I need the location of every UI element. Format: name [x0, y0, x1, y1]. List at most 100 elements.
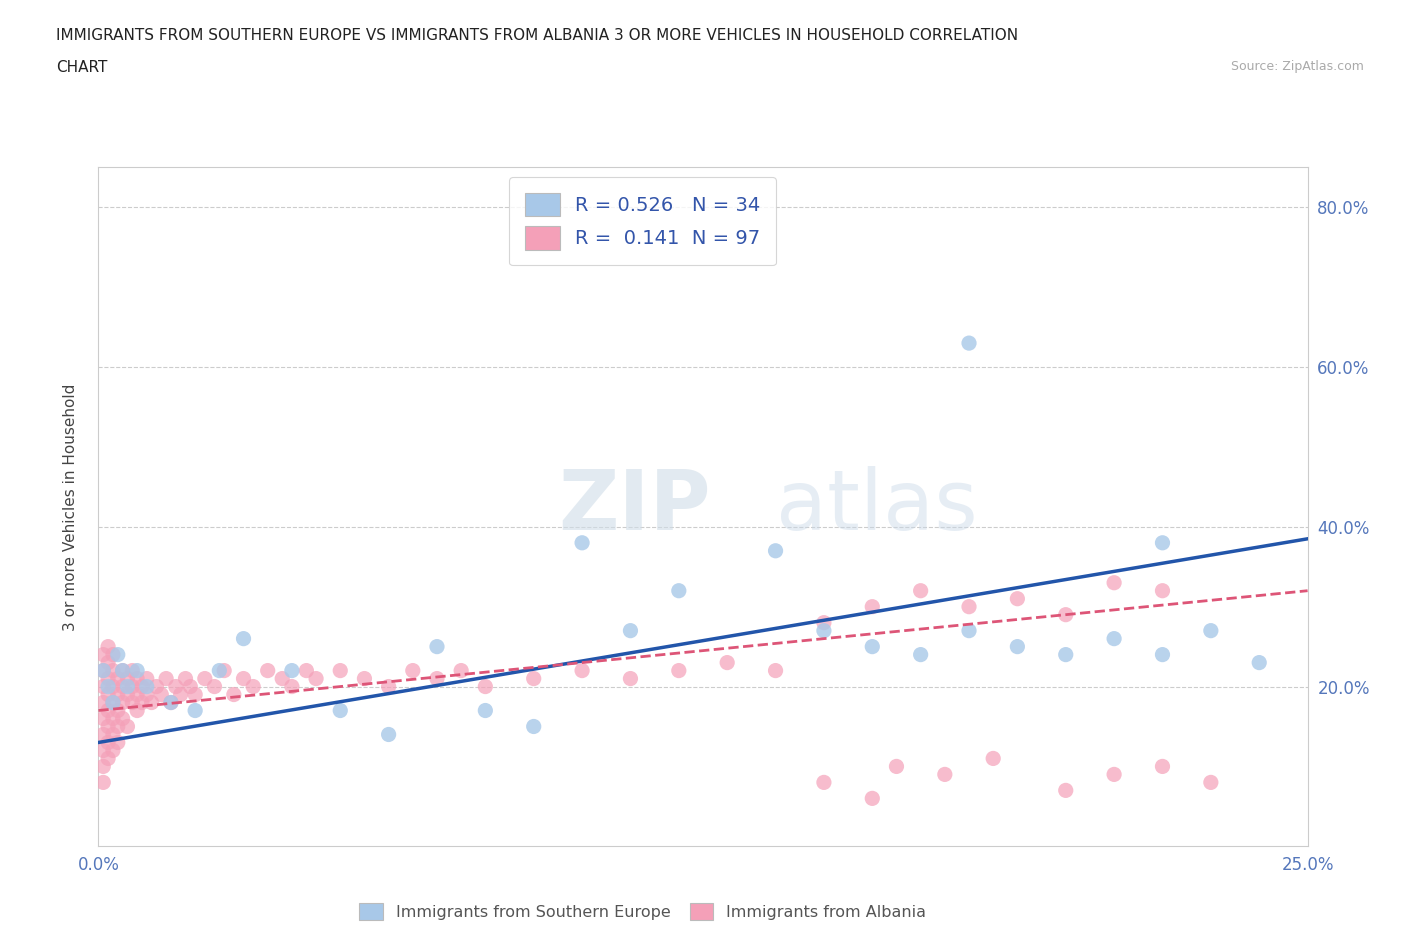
- Point: [957, 623, 980, 638]
- Point: [91, 759, 114, 774]
- Point: [426, 671, 449, 686]
- Point: [135, 671, 157, 686]
- Point: [107, 719, 129, 734]
- Point: [91, 663, 114, 678]
- Point: [91, 663, 114, 678]
- Point: [97, 679, 120, 694]
- Point: [910, 583, 932, 598]
- Point: [1102, 576, 1125, 591]
- Point: [329, 703, 352, 718]
- Point: [97, 735, 120, 750]
- Point: [474, 703, 496, 718]
- Point: [1199, 775, 1222, 790]
- Point: [121, 679, 143, 694]
- Point: [127, 687, 149, 702]
- Point: [860, 639, 883, 654]
- Point: [117, 671, 139, 686]
- Legend: Immigrants from Southern Europe, Immigrants from Albania: Immigrants from Southern Europe, Immigra…: [353, 897, 932, 926]
- Point: [107, 687, 129, 702]
- Point: [1007, 639, 1029, 654]
- Point: [131, 679, 153, 694]
- Point: [169, 687, 191, 702]
- Point: [107, 735, 129, 750]
- Point: [101, 727, 124, 742]
- Point: [1054, 607, 1077, 622]
- Point: [101, 743, 124, 758]
- Point: [256, 663, 278, 678]
- Point: [111, 663, 134, 678]
- Point: [668, 583, 690, 598]
- Point: [619, 671, 641, 686]
- Point: [1102, 767, 1125, 782]
- Point: [150, 687, 173, 702]
- Point: [194, 671, 217, 686]
- Point: [117, 687, 139, 702]
- Point: [910, 647, 932, 662]
- Point: [179, 679, 201, 694]
- Point: [111, 695, 134, 710]
- Point: [101, 663, 124, 678]
- Point: [107, 647, 129, 662]
- Point: [101, 647, 124, 662]
- Point: [141, 695, 163, 710]
- Point: [131, 695, 153, 710]
- Point: [121, 695, 143, 710]
- Point: [91, 711, 114, 726]
- Point: [111, 663, 134, 678]
- Point: [160, 695, 183, 710]
- Point: [813, 616, 835, 631]
- Point: [111, 679, 134, 694]
- Point: [377, 679, 399, 694]
- Point: [271, 671, 294, 686]
- Point: [232, 631, 254, 646]
- Point: [571, 536, 593, 551]
- Point: [91, 743, 114, 758]
- Point: [765, 543, 787, 558]
- Point: [232, 671, 254, 686]
- Point: [160, 695, 183, 710]
- Point: [127, 663, 149, 678]
- Point: [523, 671, 546, 686]
- Point: [91, 695, 114, 710]
- Text: CHART: CHART: [56, 60, 108, 75]
- Point: [450, 663, 472, 678]
- Point: [212, 663, 235, 678]
- Point: [97, 655, 120, 670]
- Point: [97, 751, 120, 766]
- Point: [101, 695, 124, 710]
- Point: [981, 751, 1004, 766]
- Point: [174, 671, 197, 686]
- Point: [107, 671, 129, 686]
- Point: [619, 623, 641, 638]
- Point: [402, 663, 425, 678]
- Point: [281, 663, 304, 678]
- Point: [860, 790, 883, 805]
- Point: [111, 711, 134, 726]
- Point: [1102, 631, 1125, 646]
- Point: [957, 336, 980, 351]
- Point: [716, 655, 738, 670]
- Point: [571, 663, 593, 678]
- Point: [329, 663, 352, 678]
- Point: [97, 671, 120, 686]
- Point: [222, 687, 245, 702]
- Text: IMMIGRANTS FROM SOUTHERN EUROPE VS IMMIGRANTS FROM ALBANIA 3 OR MORE VEHICLES IN: IMMIGRANTS FROM SOUTHERN EUROPE VS IMMIG…: [56, 28, 1018, 43]
- Point: [91, 727, 114, 742]
- Point: [668, 663, 690, 678]
- Text: Source: ZipAtlas.com: Source: ZipAtlas.com: [1230, 60, 1364, 73]
- Point: [281, 679, 304, 694]
- Point: [127, 703, 149, 718]
- Point: [145, 679, 167, 694]
- Point: [474, 679, 496, 694]
- Point: [1152, 583, 1174, 598]
- Point: [426, 639, 449, 654]
- Point: [295, 663, 318, 678]
- Point: [1054, 783, 1077, 798]
- Point: [117, 679, 139, 694]
- Point: [1007, 591, 1029, 606]
- Point: [101, 679, 124, 694]
- Point: [165, 679, 187, 694]
- Point: [91, 775, 114, 790]
- Y-axis label: 3 or more Vehicles in Household: 3 or more Vehicles in Household: [63, 383, 77, 631]
- Point: [107, 703, 129, 718]
